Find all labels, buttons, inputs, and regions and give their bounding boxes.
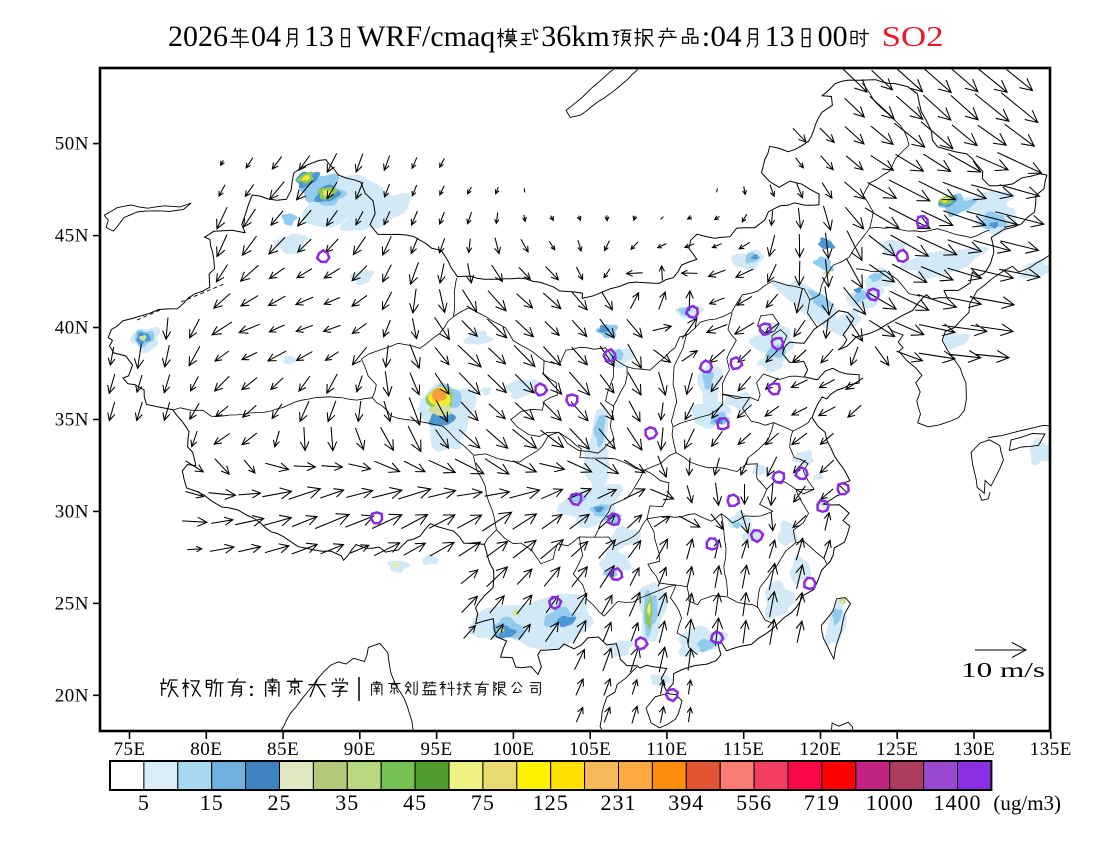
svg-text:04: 04 xyxy=(251,20,281,53)
svg-text:556: 556 xyxy=(736,790,772,815)
svg-text:1000: 1000 xyxy=(866,790,914,815)
svg-text:30N: 30N xyxy=(55,501,89,522)
svg-text::04: :04 xyxy=(702,20,742,53)
svg-text:120E: 120E xyxy=(799,739,841,760)
svg-text::: : xyxy=(248,676,261,701)
svg-text:(ug/m3): (ug/m3) xyxy=(993,791,1061,815)
svg-text:80E: 80E xyxy=(190,739,222,760)
svg-text:75E: 75E xyxy=(113,739,145,760)
svg-text:105E: 105E xyxy=(569,739,611,760)
svg-text:135E: 135E xyxy=(1030,739,1072,760)
svg-text:40N: 40N xyxy=(55,318,89,339)
svg-text:13: 13 xyxy=(304,20,334,53)
svg-text:719: 719 xyxy=(804,790,840,815)
svg-text:125E: 125E xyxy=(876,739,918,760)
svg-text:25N: 25N xyxy=(55,593,89,614)
svg-text:90E: 90E xyxy=(344,739,376,760)
svg-text:20N: 20N xyxy=(55,685,89,706)
svg-text:231: 231 xyxy=(601,790,637,815)
svg-text:130E: 130E xyxy=(953,739,995,760)
svg-text:115E: 115E xyxy=(723,739,764,760)
svg-text:2026: 2026 xyxy=(168,20,228,53)
svg-text:35: 35 xyxy=(335,790,359,815)
svg-text:SO2: SO2 xyxy=(882,21,944,53)
svg-text:13: 13 xyxy=(765,20,795,53)
svg-text:45: 45 xyxy=(403,790,427,815)
svg-text:75: 75 xyxy=(471,790,495,815)
svg-text:5: 5 xyxy=(138,790,150,815)
svg-text:125: 125 xyxy=(533,790,569,815)
svg-text:45N: 45N xyxy=(55,226,89,247)
svg-text:394: 394 xyxy=(668,790,704,815)
svg-text:1400: 1400 xyxy=(934,790,982,815)
svg-text:85E: 85E xyxy=(267,739,299,760)
svg-text:00: 00 xyxy=(818,20,848,53)
svg-text:15: 15 xyxy=(200,790,224,815)
svg-text:10 m/s: 10 m/s xyxy=(961,658,1045,682)
svg-text:50N: 50N xyxy=(55,134,89,155)
svg-text:95E: 95E xyxy=(421,739,453,760)
svg-text:25: 25 xyxy=(268,790,292,815)
svg-text:100E: 100E xyxy=(492,739,534,760)
svg-text:110E: 110E xyxy=(646,739,687,760)
svg-text:36km: 36km xyxy=(541,20,609,53)
svg-text:WRF/cmaq: WRF/cmaq xyxy=(357,20,495,53)
svg-text:35N: 35N xyxy=(55,410,89,431)
